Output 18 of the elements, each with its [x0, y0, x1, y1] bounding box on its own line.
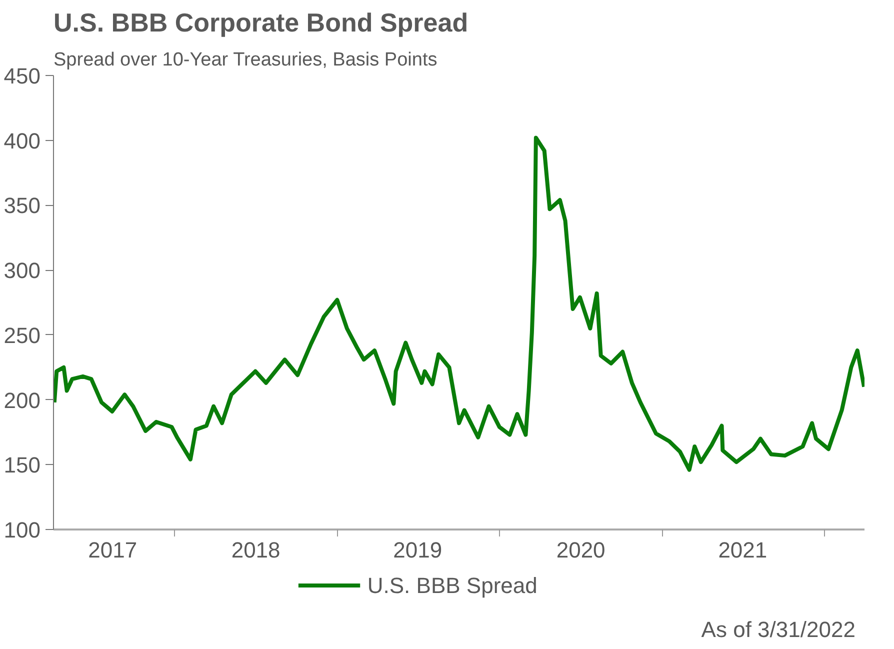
line-series	[54, 136, 864, 472]
x-tick-label: 2019	[393, 538, 442, 562]
y-tick-label: 300	[4, 258, 41, 284]
x-tick-label: 2017	[88, 538, 138, 562]
text: As of 3/31/2022	[701, 617, 856, 642]
y-tick-label: 400	[4, 128, 41, 154]
x-tick-label: 2020	[556, 538, 606, 562]
chart-subtitle: Spread over 10-Year Treasuries, Basis Points	[54, 50, 438, 70]
chart-title: U.S. BBB Corporate Bond Spread	[54, 8, 468, 38]
y-tick-label: 250	[4, 322, 41, 348]
y-tick-label: 100	[4, 518, 41, 542]
x-tick-label: 2018	[231, 538, 280, 562]
x-tick-label: 2021	[718, 538, 768, 562]
y-tick-label: 200	[4, 388, 41, 413]
legend-label: U.S. BBB Spread	[367, 573, 538, 598]
y-tick-label: 450	[4, 64, 41, 88]
y-tick-label: 150	[4, 452, 41, 478]
y-tick-label: 350	[4, 193, 41, 218]
